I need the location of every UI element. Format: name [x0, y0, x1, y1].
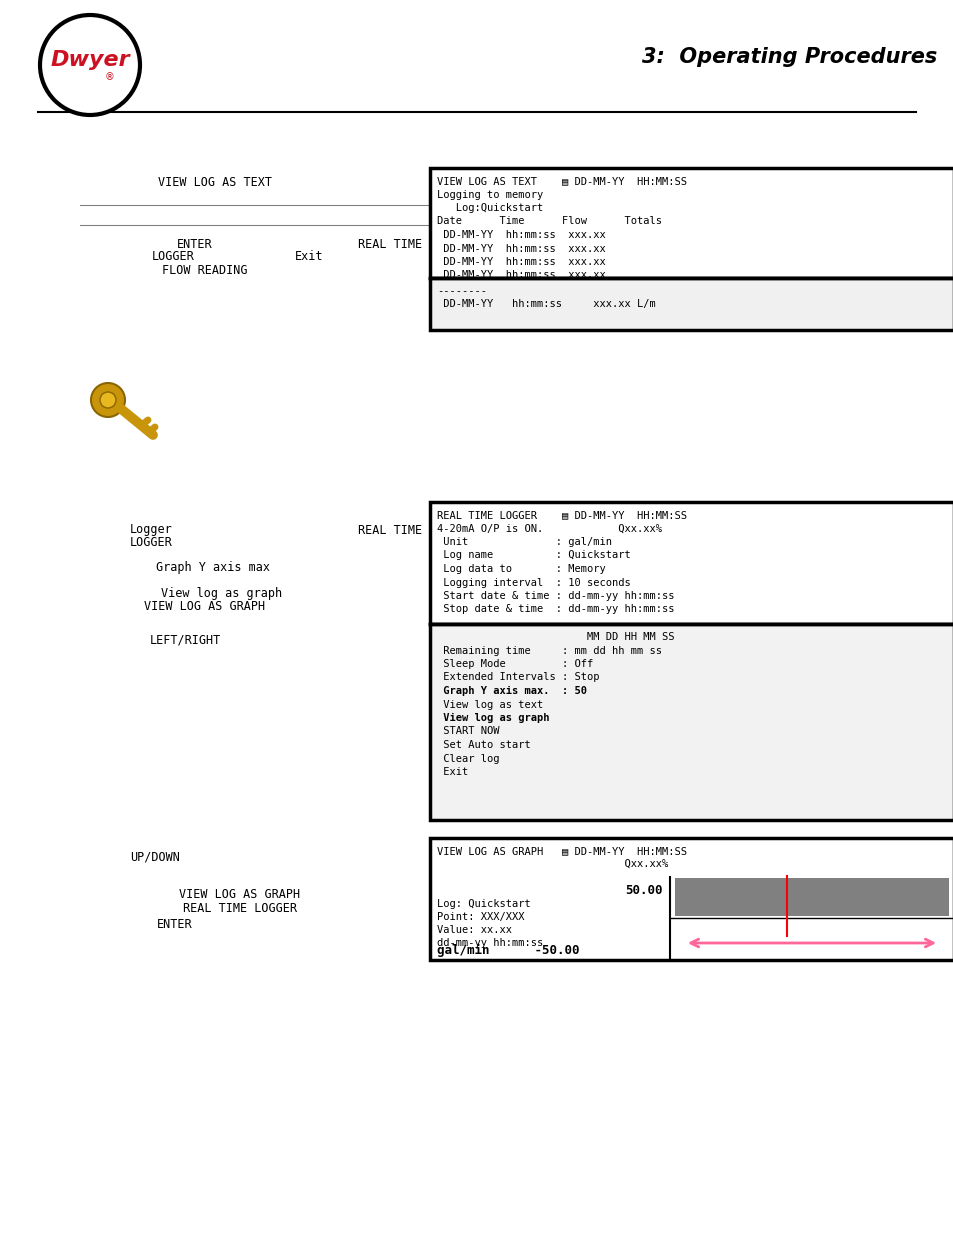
Text: Dwyer: Dwyer — [51, 49, 130, 70]
Text: REAL TIME LOGGER    ▤ DD-MM-YY  HH:MM:SS: REAL TIME LOGGER ▤ DD-MM-YY HH:MM:SS — [436, 510, 686, 520]
Text: Qxx.xx%: Qxx.xx% — [436, 860, 667, 869]
Text: LOGGER: LOGGER — [152, 251, 194, 263]
Text: Exit: Exit — [294, 251, 323, 263]
Text: VIEW LOG AS TEXT: VIEW LOG AS TEXT — [158, 177, 272, 189]
Text: DD-MM-YY  hh:mm:ss  xxx.xx: DD-MM-YY hh:mm:ss xxx.xx — [436, 230, 605, 240]
Bar — [430, 501, 953, 624]
Text: ®: ® — [105, 72, 114, 82]
Text: Set Auto start: Set Auto start — [436, 740, 530, 750]
Text: View log as text: View log as text — [436, 699, 542, 709]
Text: START NOW: START NOW — [436, 726, 499, 736]
Text: Exit: Exit — [436, 767, 468, 777]
Text: Extended Intervals : Stop: Extended Intervals : Stop — [436, 673, 598, 683]
Text: MM DD HH MM SS: MM DD HH MM SS — [436, 632, 674, 642]
Text: View log as graph: View log as graph — [436, 713, 549, 722]
Text: VIEW LOG AS GRAPH   ▤ DD-MM-YY  HH:MM:SS: VIEW LOG AS GRAPH ▤ DD-MM-YY HH:MM:SS — [436, 846, 686, 856]
Text: VIEW LOG AS TEXT    ▤ DD-MM-YY  HH:MM:SS: VIEW LOG AS TEXT ▤ DD-MM-YY HH:MM:SS — [436, 177, 686, 186]
Text: DD-MM-YY  hh:mm:ss  xxx.xx: DD-MM-YY hh:mm:ss xxx.xx — [436, 243, 605, 253]
Text: Logger: Logger — [130, 524, 172, 536]
Text: ENTER: ENTER — [177, 237, 213, 251]
Text: Sleep Mode         : Off: Sleep Mode : Off — [436, 659, 593, 669]
Text: VIEW LOG AS GRAPH: VIEW LOG AS GRAPH — [144, 600, 265, 614]
Text: LEFT/RIGHT: LEFT/RIGHT — [150, 634, 220, 646]
Text: Value: xx.xx: Value: xx.xx — [436, 925, 512, 935]
Bar — [430, 839, 953, 960]
Text: Log: Quickstart: Log: Quickstart — [436, 899, 530, 909]
Text: Unit              : gal/min: Unit : gal/min — [436, 537, 612, 547]
Text: UP/DOWN: UP/DOWN — [130, 851, 180, 863]
Text: 50.00: 50.00 — [625, 883, 662, 897]
Text: dd-mm-yy hh:mm:ss: dd-mm-yy hh:mm:ss — [436, 939, 542, 948]
Circle shape — [91, 383, 125, 417]
Text: Clear log: Clear log — [436, 753, 499, 763]
Text: REAL TIME LOGGER: REAL TIME LOGGER — [183, 902, 296, 914]
Text: 3:  Operating Procedures: 3: Operating Procedures — [641, 47, 937, 67]
Text: Log:Quickstart: Log:Quickstart — [436, 203, 542, 212]
Text: Logging interval  : 10 seconds: Logging interval : 10 seconds — [436, 578, 630, 588]
Text: --------: -------- — [436, 287, 486, 296]
Text: REAL TIME: REAL TIME — [357, 524, 421, 536]
Text: Graph Y axis max.  : 50: Graph Y axis max. : 50 — [436, 685, 586, 697]
Text: Date      Time      Flow      Totals: Date Time Flow Totals — [436, 216, 661, 226]
Bar — [430, 278, 953, 330]
Text: ENTER: ENTER — [157, 918, 193, 930]
Bar — [430, 624, 953, 820]
Text: DD-MM-YY  hh:mm:ss  xxx.xx: DD-MM-YY hh:mm:ss xxx.xx — [436, 257, 605, 267]
Text: VIEW LOG AS GRAPH: VIEW LOG AS GRAPH — [179, 888, 300, 902]
Text: DD-MM-YY  hh:mm:ss  xxx.xx: DD-MM-YY hh:mm:ss xxx.xx — [436, 270, 605, 280]
Text: DD-MM-YY   hh:mm:ss     xxx.xx L/m: DD-MM-YY hh:mm:ss xxx.xx L/m — [436, 300, 655, 310]
Text: Remaining time     : mm dd hh mm ss: Remaining time : mm dd hh mm ss — [436, 646, 661, 656]
Text: REAL TIME: REAL TIME — [357, 237, 421, 251]
Text: 4-20mA O/P is ON.            Qxx.xx%: 4-20mA O/P is ON. Qxx.xx% — [436, 524, 661, 534]
Text: Graph Y axis max: Graph Y axis max — [156, 562, 270, 574]
Text: Logging to memory: Logging to memory — [436, 189, 542, 200]
Bar — [675, 878, 948, 916]
Text: Log name          : Quickstart: Log name : Quickstart — [436, 551, 630, 561]
Text: LOGGER: LOGGER — [130, 536, 172, 550]
Text: Point: XXX/XXX: Point: XXX/XXX — [436, 911, 524, 923]
Bar — [430, 168, 953, 278]
Text: Stop date & time  : dd-mm-yy hh:mm:ss: Stop date & time : dd-mm-yy hh:mm:ss — [436, 604, 674, 615]
Text: View log as graph: View log as graph — [161, 588, 282, 600]
Text: Start date & time : dd-mm-yy hh:mm:ss: Start date & time : dd-mm-yy hh:mm:ss — [436, 592, 674, 601]
Text: gal/min      -50.00: gal/min -50.00 — [436, 944, 578, 957]
Circle shape — [40, 15, 140, 115]
Circle shape — [100, 391, 116, 408]
Text: FLOW READING: FLOW READING — [162, 263, 247, 277]
Text: Log data to       : Memory: Log data to : Memory — [436, 564, 605, 574]
